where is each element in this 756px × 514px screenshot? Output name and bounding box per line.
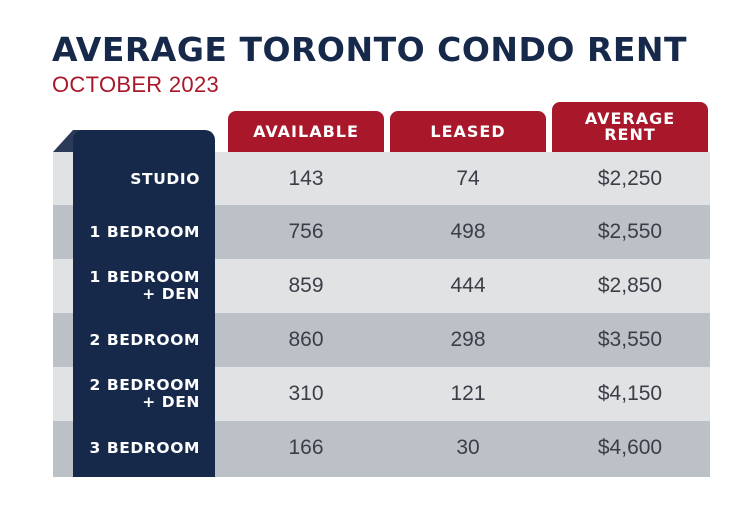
- table-cell: 298: [450, 328, 486, 351]
- row-label: 1 BEDROOM: [89, 222, 200, 241]
- table-cell: 121: [450, 382, 486, 405]
- table-cell: 143: [288, 167, 324, 190]
- table-cell: 166: [288, 436, 324, 459]
- column-header: LEASED: [390, 111, 546, 152]
- table-cell: $2,850: [597, 274, 663, 297]
- table-cell: $2,250: [597, 167, 663, 190]
- table-cell: 498: [450, 220, 486, 243]
- table-cell: $4,150: [597, 382, 663, 405]
- table-cell: 30: [456, 436, 480, 459]
- table-cell: 310: [288, 382, 324, 405]
- table-cell: 74: [456, 167, 480, 190]
- row-label: 1 BEDROOM + DEN: [89, 268, 200, 303]
- column-header: AVAILABLE: [228, 111, 384, 152]
- row-label: STUDIO: [130, 169, 200, 188]
- row-label: 2 BEDROOM + DEN: [89, 376, 200, 411]
- row-label-column: [73, 130, 215, 477]
- table-cell: 444: [450, 274, 486, 297]
- row-label: 3 BEDROOM: [89, 438, 200, 457]
- table-cell: $4,600: [597, 436, 663, 459]
- table-cell: 860: [288, 328, 324, 351]
- page-title: AVERAGE TORONTO CONDO RENT: [52, 30, 688, 69]
- page-subtitle: OCTOBER 2023: [52, 72, 220, 97]
- table-cell: 756: [288, 220, 324, 243]
- table-cell: 859: [288, 274, 324, 297]
- column-header: AVERAGE RENT: [552, 102, 708, 152]
- table-cell: $2,550: [597, 220, 663, 243]
- table-cell: $3,550: [597, 328, 663, 351]
- row-label: 2 BEDROOM: [89, 330, 200, 349]
